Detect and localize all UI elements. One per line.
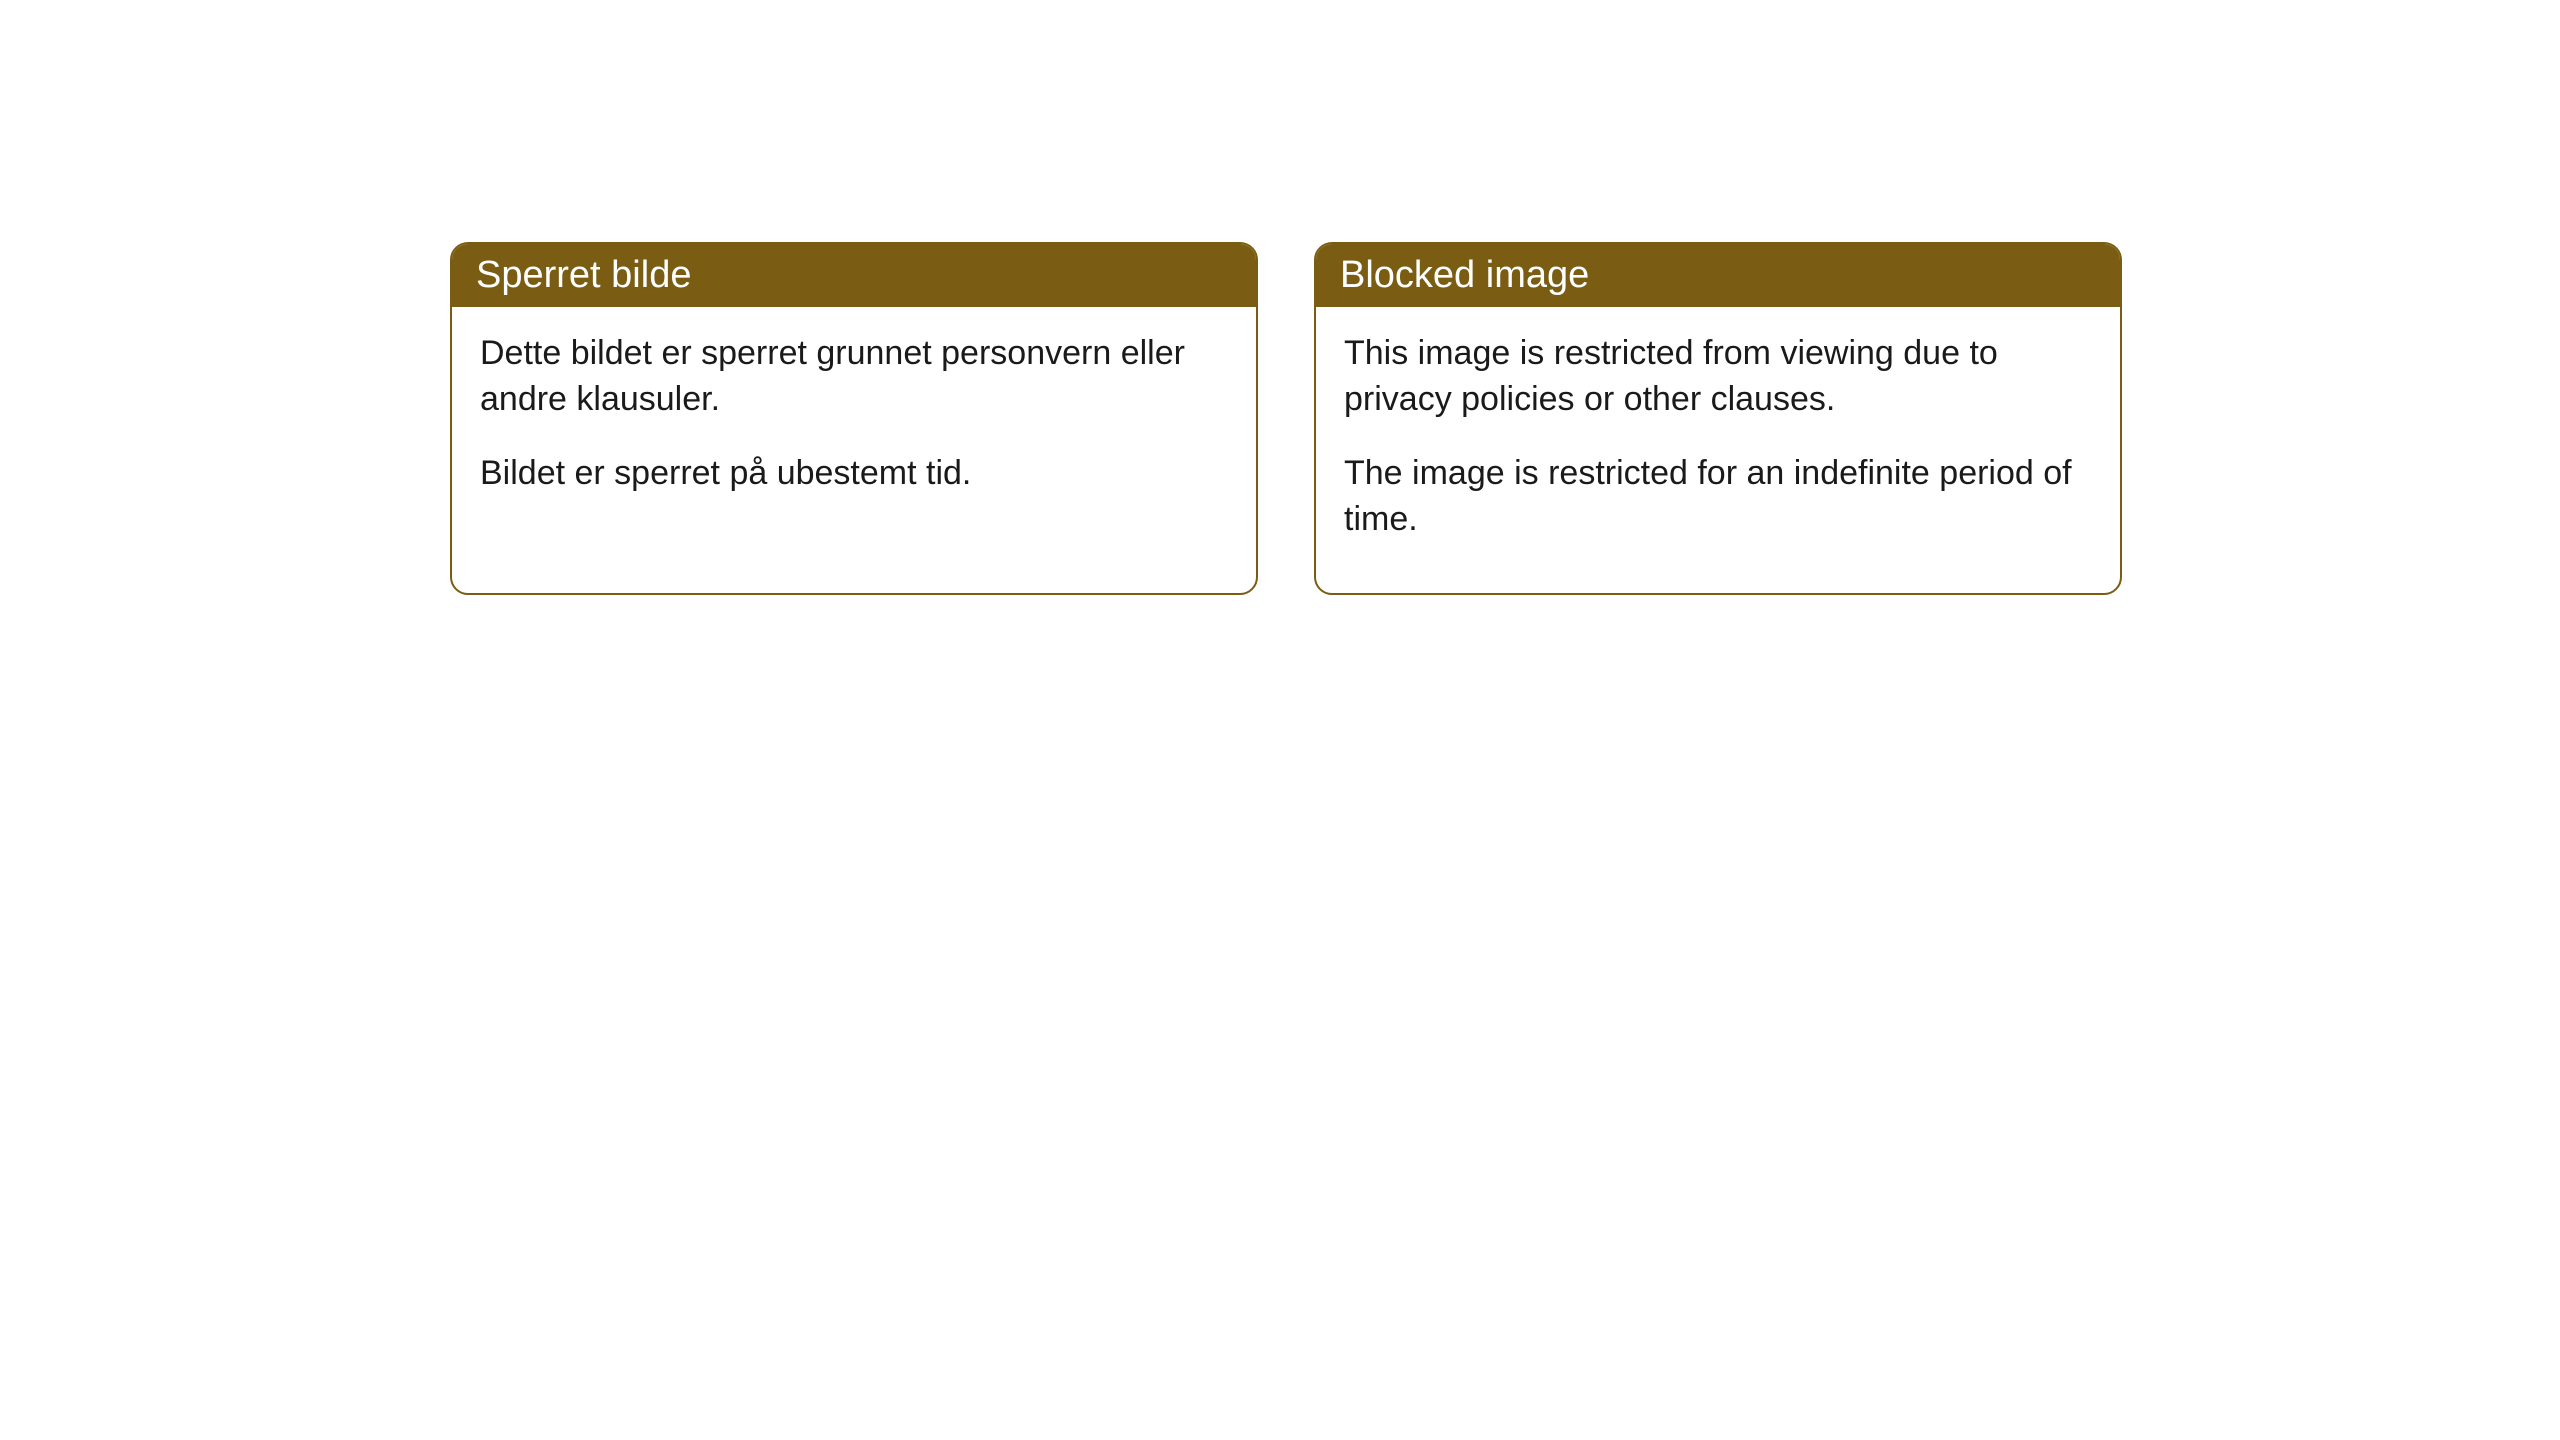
card-header: Sperret bilde [452,244,1256,307]
notice-card-norwegian: Sperret bilde Dette bildet er sperret gr… [450,242,1258,595]
card-header: Blocked image [1316,244,2120,307]
card-paragraph: Dette bildet er sperret grunnet personve… [480,331,1228,423]
card-body: This image is restricted from viewing du… [1316,307,2120,593]
card-title: Blocked image [1340,254,1589,296]
notice-card-english: Blocked image This image is restricted f… [1314,242,2122,595]
card-paragraph: The image is restricted for an indefinit… [1344,451,2092,543]
notice-cards-container: Sperret bilde Dette bildet er sperret gr… [450,242,2122,595]
card-paragraph: This image is restricted from viewing du… [1344,331,2092,423]
card-title: Sperret bilde [476,254,691,296]
card-body: Dette bildet er sperret grunnet personve… [452,307,1256,547]
card-paragraph: Bildet er sperret på ubestemt tid. [480,451,1228,497]
